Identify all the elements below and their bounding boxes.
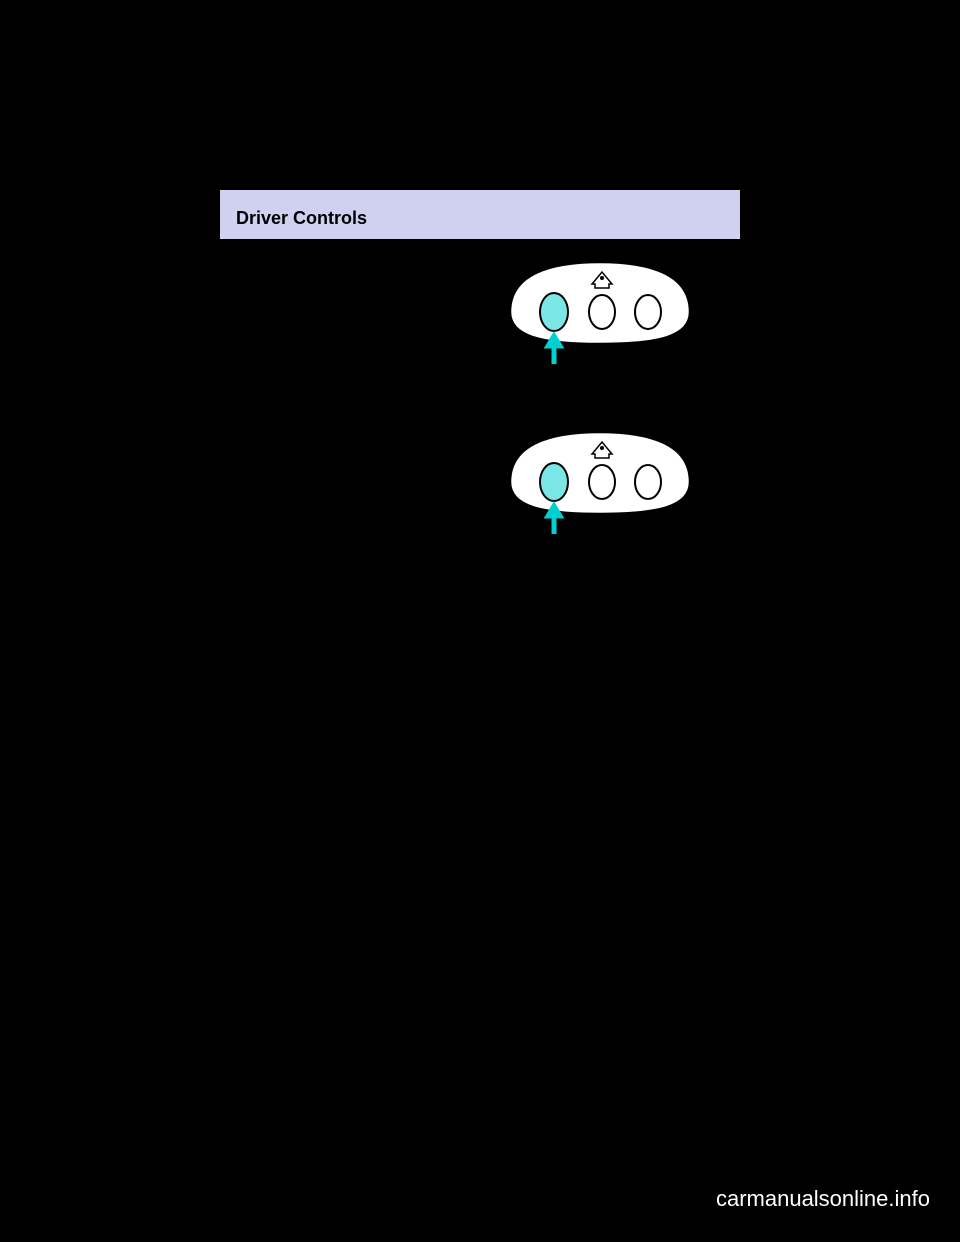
button-2: [589, 465, 615, 499]
watermark-text: carmanualsonline.info: [716, 1186, 930, 1212]
button-1-highlighted: [540, 293, 568, 331]
pointer-arrow-icon: [548, 336, 560, 364]
page-container: Driver Controls: [220, 190, 740, 594]
house-dot: [600, 276, 604, 280]
house-dot: [600, 446, 604, 450]
diagram-row-1: [220, 254, 740, 384]
button-2: [589, 295, 615, 329]
button-3: [635, 465, 661, 499]
diagram-row-2: [220, 424, 740, 554]
pointer-arrow-icon: [548, 506, 560, 534]
section-header: Driver Controls: [220, 190, 740, 239]
button-1-highlighted: [540, 463, 568, 501]
content-area: [220, 239, 740, 554]
button-panel-diagram-1: [490, 254, 710, 389]
section-title: Driver Controls: [236, 208, 724, 229]
button-panel-diagram-2: [490, 424, 710, 559]
button-3: [635, 295, 661, 329]
